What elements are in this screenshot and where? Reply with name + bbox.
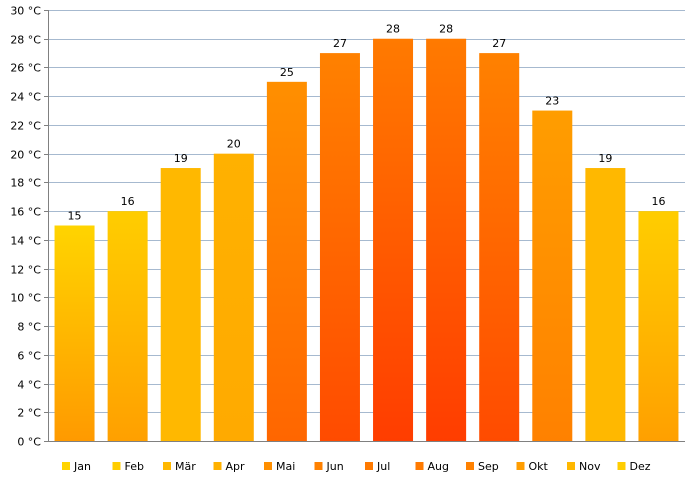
legend-swatch	[213, 462, 222, 470]
legend-swatch	[516, 462, 525, 470]
bars	[54, 38, 679, 442]
legend-label: Mär	[175, 460, 196, 473]
y-tick-label: 20 °C	[10, 149, 41, 162]
legend-label: Feb	[125, 460, 144, 473]
y-tick-label: 30 °C	[10, 5, 41, 18]
bar-Jul	[373, 38, 414, 441]
y-tick-label: 0 °C	[17, 436, 41, 449]
data-label: 28	[439, 23, 453, 36]
legend-label: Dez	[630, 460, 651, 473]
data-label: 16	[121, 195, 135, 208]
axes: 0 °C 2 °C 4 °C 6 °C 8 °C 10 °C 12 °C 14 °C 16 °C…	[10, 5, 685, 449]
bar-Mär	[160, 168, 201, 442]
data-label: 27	[333, 37, 347, 50]
legend-label: Sep	[478, 460, 499, 473]
data-label: 23	[545, 95, 559, 108]
y-tick-label: 28 °C	[10, 34, 41, 47]
bar-Jan	[54, 225, 95, 441]
y-tick-label: 24 °C	[10, 91, 41, 104]
y-tick-label: 16 °C	[10, 206, 41, 219]
legend-swatch	[365, 462, 373, 470]
bar-Mai	[266, 81, 307, 441]
y-tick-label: 12 °C	[10, 264, 41, 277]
y-tick-label: 22 °C	[10, 120, 41, 133]
legend-label: Aug	[428, 460, 449, 473]
data-labels: 15 16 19 20 25 27 28 28 27 23 19 16	[68, 23, 666, 223]
y-tick-label: 14 °C	[10, 235, 41, 248]
legend-swatch	[314, 462, 323, 470]
y-tick-label: 2 °C	[17, 407, 41, 420]
bar-Aug	[426, 38, 467, 441]
legend-label: Jan	[73, 460, 91, 473]
legend-label: Nov	[579, 460, 601, 473]
y-tick-label: 10 °C	[10, 292, 41, 305]
legend-swatch	[112, 462, 121, 470]
legend-label: Okt	[529, 460, 549, 473]
bar-Sep	[479, 53, 520, 441]
legend-swatch	[415, 462, 424, 470]
data-label: 19	[174, 152, 188, 165]
bar-Nov	[585, 168, 626, 442]
legend-label: Jun	[326, 460, 344, 473]
data-label: 28	[386, 23, 400, 36]
bar-Jun	[319, 53, 360, 441]
y-tick-label: 18 °C	[10, 177, 41, 190]
legend-label: Mai	[276, 460, 295, 473]
legend: Jan Feb Mär Apr Mai Jun Jul Aug Sep Okt Nov Dez	[62, 460, 651, 473]
legend-swatch	[264, 462, 272, 470]
bar-Okt	[532, 110, 573, 442]
bar-Dez	[638, 211, 679, 441]
legend-swatch	[466, 462, 474, 470]
y-tick-label: 6 °C	[17, 350, 41, 363]
y-tick-label: 26 °C	[10, 62, 41, 75]
bar-Apr	[213, 153, 254, 441]
data-label: 15	[68, 210, 82, 223]
legend-label: Apr	[226, 460, 246, 473]
bar-Feb	[107, 211, 148, 441]
y-tick-label: 4 °C	[17, 379, 41, 392]
data-label: 16	[651, 195, 665, 208]
legend-swatch	[62, 462, 70, 470]
legend-label: Jul	[376, 460, 390, 473]
y-tick-label: 8 °C	[17, 321, 41, 334]
legend-swatch	[163, 462, 171, 470]
data-label: 19	[598, 152, 612, 165]
legend-swatch	[617, 462, 626, 470]
legend-swatch	[567, 462, 575, 470]
data-label: 25	[280, 66, 294, 79]
data-label: 20	[227, 138, 241, 151]
gridlines	[48, 10, 685, 442]
data-label: 27	[492, 37, 506, 50]
